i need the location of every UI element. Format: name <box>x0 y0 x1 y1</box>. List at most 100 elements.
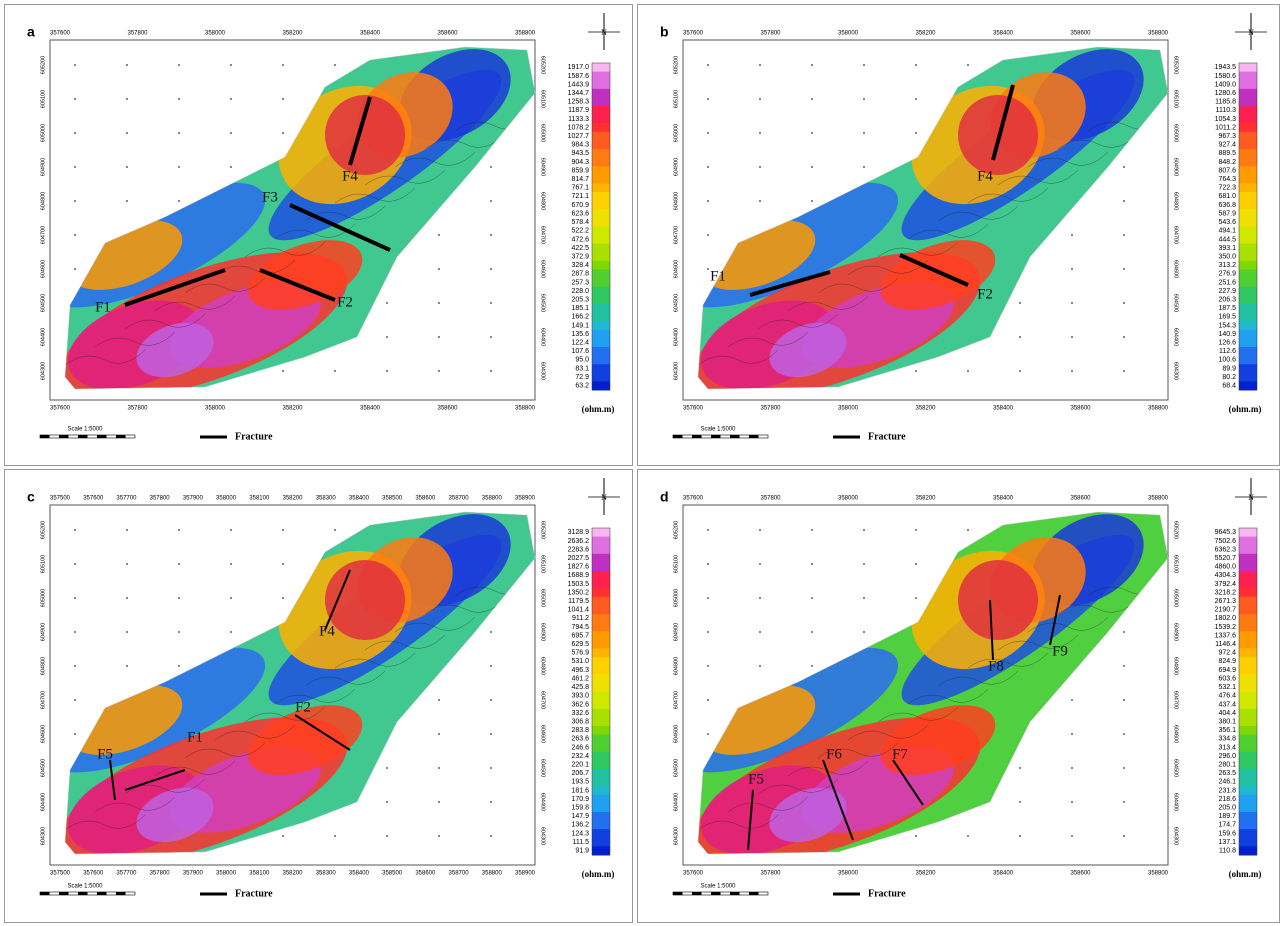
colorbar-label: 1179.5 <box>568 598 589 605</box>
grid-dot <box>1071 801 1073 803</box>
x-tick-label: 357800 <box>127 406 148 412</box>
colorbar-cell <box>592 735 610 744</box>
fracture-label: F6 <box>826 746 842 762</box>
grid-dot <box>759 665 761 667</box>
grid-dot <box>707 132 709 134</box>
grid-dot <box>1019 767 1021 769</box>
colorbar-cell <box>592 304 610 313</box>
colorbar-cell <box>592 605 610 614</box>
scale-label: Scale 1:5000 <box>700 427 736 433</box>
x-tick-label: 358800 <box>1148 496 1169 502</box>
panel-label: b <box>660 24 669 40</box>
grid-dot <box>967 370 969 372</box>
colorbar-cell <box>1239 614 1257 623</box>
x-tick-label: 358600 <box>1070 496 1091 502</box>
y-tick-label: 604600 <box>40 725 46 743</box>
colorbar-label: 63.2 <box>575 383 589 390</box>
grid-dot <box>438 801 440 803</box>
north-label: N <box>601 493 607 502</box>
fracture-label: F1 <box>95 299 111 315</box>
grid-dot <box>707 166 709 168</box>
x-tick-label: 357700 <box>116 496 137 502</box>
y-tick-label: 605200 <box>40 56 46 74</box>
colorbar-cell <box>1239 106 1257 115</box>
scale-segment <box>97 892 107 895</box>
grid-dot <box>490 302 492 304</box>
scale-segment <box>40 892 50 895</box>
colorbar-label: 767.1 <box>571 185 589 192</box>
colorbar-cell <box>592 821 610 830</box>
colorbar-label: 246.6 <box>571 744 589 751</box>
colorbar-label: 313.4 <box>1218 744 1236 751</box>
colorbar-label: 1280.6 <box>1215 90 1237 97</box>
grid-dot <box>1123 835 1125 837</box>
colorbar-cell <box>1239 846 1257 855</box>
colorbar-cell <box>592 786 610 795</box>
x-tick-label: 358700 <box>449 496 470 502</box>
y-tick-label: 604500 <box>540 759 546 777</box>
y-tick-label: 604800 <box>540 192 546 210</box>
grid-dot <box>74 665 76 667</box>
colorbar-cell <box>1239 192 1257 201</box>
grid-dot <box>386 801 388 803</box>
x-tick-label: 358000 <box>205 406 226 412</box>
fracture-label: F3 <box>262 189 278 205</box>
colorbar-label: 461.2 <box>571 675 589 682</box>
colorbar-cell <box>592 692 610 701</box>
colorbar-cell <box>592 192 610 201</box>
colorbar-cell <box>592 166 610 175</box>
grid-dot <box>1071 234 1073 236</box>
colorbar-cell <box>1239 364 1257 373</box>
colorbar-cell <box>1239 674 1257 683</box>
colorbar-label: 393.0 <box>571 693 589 700</box>
y-tick-label: 605100 <box>1173 90 1179 108</box>
grid-dot <box>334 835 336 837</box>
y-tick-label: 604300 <box>540 827 546 845</box>
fracture-label: F1 <box>710 268 726 284</box>
y-tick-label: 604600 <box>673 260 679 278</box>
x-tick-label: 358800 <box>1148 31 1169 37</box>
x-tick-label: 358300 <box>316 496 337 502</box>
grid-dot <box>282 64 284 66</box>
scale-label: Scale 1:5000 <box>67 427 103 433</box>
x-tick-label: 357600 <box>683 496 704 502</box>
grid-dot <box>74 733 76 735</box>
grid-dot <box>74 563 76 565</box>
grid-dot <box>707 200 709 202</box>
y-tick-label: 604700 <box>1173 691 1179 709</box>
colorbar-cell <box>1239 726 1257 735</box>
grid-dot <box>386 370 388 372</box>
grid-dot <box>707 98 709 100</box>
x-tick-label: 357800 <box>150 871 171 877</box>
x-tick-label: 358000 <box>205 31 226 37</box>
grid-dot <box>126 132 128 134</box>
grid-dot <box>759 132 761 134</box>
y-tick-label: 604300 <box>1173 827 1179 845</box>
x-tick-label: 357900 <box>183 496 204 502</box>
colorbar-label: 1943.5 <box>1215 64 1237 71</box>
colorbar-cell <box>592 597 610 606</box>
grid-dot <box>707 64 709 66</box>
colorbar-label: 89.9 <box>1222 365 1236 372</box>
grid-dot <box>707 733 709 735</box>
y-tick-label: 604600 <box>1173 260 1179 278</box>
colorbar-cell <box>1239 537 1257 546</box>
x-tick-label: 357600 <box>683 871 704 877</box>
colorbar-cell <box>1239 149 1257 158</box>
colorbar-cell <box>592 545 610 554</box>
colorbar-label: 159.8 <box>571 805 589 812</box>
fracture-label: F2 <box>295 699 311 715</box>
colorbar-label: 1539.2 <box>1215 624 1237 631</box>
x-tick-label: 358800 <box>515 31 536 37</box>
colorbar-cell <box>592 803 610 812</box>
grid-dot <box>915 370 917 372</box>
colorbar-cell <box>592 313 610 322</box>
colorbar-cell <box>1239 528 1257 537</box>
scale-segment <box>692 435 702 438</box>
y-tick-label: 605000 <box>540 589 546 607</box>
colorbar-label: 578.4 <box>571 219 589 226</box>
colorbar-label: 372.9 <box>571 253 589 260</box>
colorbar-cell <box>1239 270 1257 279</box>
colorbar-label: 6362.3 <box>1215 546 1237 553</box>
y-tick-label: 604400 <box>540 793 546 811</box>
